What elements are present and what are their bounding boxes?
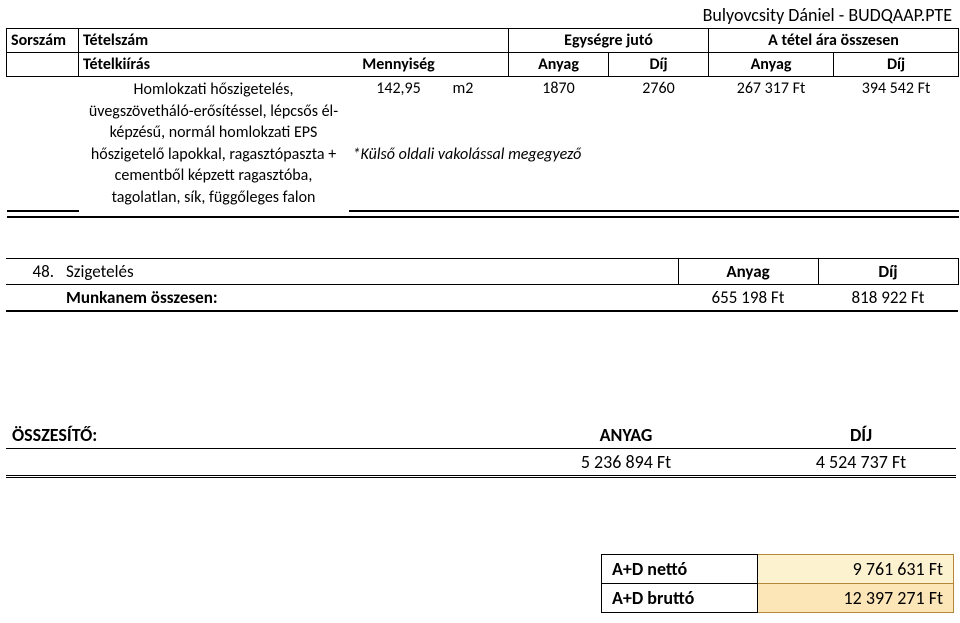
col-tetel-ara: A tétel ára összesen bbox=[709, 29, 959, 53]
osszesito-dij: 4 524 737 Ft bbox=[766, 448, 956, 476]
header-row-2: Tételkiírás Mennyiség Anyag Díj Anyag Dí… bbox=[7, 53, 959, 77]
item-unit-anyag: 1870 bbox=[509, 77, 609, 143]
item-total-dij: 394 542 Ft bbox=[834, 77, 959, 143]
col-sorszam: Sorszám bbox=[7, 29, 79, 53]
section-total-label: Munkanem összesen: bbox=[60, 284, 678, 311]
item-qty: 142,95 bbox=[349, 77, 449, 143]
section-total-anyag: 655 198 Ft bbox=[678, 284, 818, 311]
header-owner: Bulyovcsity Dániel - BUDQAAP.PTE bbox=[6, 4, 954, 28]
item-note: *Külső oldali vakolással megegyező bbox=[349, 143, 609, 211]
section-total-dij: 818 922 Ft bbox=[818, 284, 958, 311]
item-unit-dij: 2760 bbox=[609, 77, 709, 143]
osszesito-header: ÖSSZESÍTŐ: ANYAG DÍJ bbox=[6, 422, 956, 449]
header-row-1: Sorszám Tételszám Egységre jutó A tétel … bbox=[7, 29, 959, 53]
section-summary-table: 48. Szigetelés Anyag Díj Munkanem összes… bbox=[6, 258, 959, 312]
col-dij-2: Díj bbox=[834, 53, 959, 77]
col-anyag-2: Anyag bbox=[709, 53, 834, 77]
col-tetelkiiras: Tételkiírás bbox=[79, 53, 349, 77]
osszesito-col-anyag: ANYAG bbox=[526, 422, 726, 449]
totals-netto-value: 9 761 631 Ft bbox=[758, 555, 954, 584]
col-anyag-1: Anyag bbox=[509, 53, 609, 77]
section-num: 48. bbox=[6, 258, 60, 284]
totals-brutto-value: 12 397 271 Ft bbox=[758, 584, 954, 613]
section-col-dij: Díj bbox=[818, 258, 958, 284]
col-tetelszam: Tételszám bbox=[79, 29, 349, 53]
osszesito-values: 5 236 894 Ft 4 524 737 Ft bbox=[6, 448, 956, 476]
section-name: Szigetelés bbox=[60, 258, 678, 284]
item-description: Homlokzati hőszigetelés, üvegszövetháló-… bbox=[79, 77, 349, 211]
col-egysegre: Egységre jutó bbox=[509, 29, 709, 53]
osszesito-table: ÖSSZESÍTŐ: ANYAG DÍJ 5 236 894 Ft 4 524 … bbox=[6, 422, 956, 478]
col-mennyiseg: Mennyiség bbox=[349, 53, 449, 77]
totals-brutto-row: A+D bruttó 12 397 271 Ft bbox=[602, 584, 954, 613]
item-unit: m2 bbox=[449, 77, 509, 143]
totals-netto-label: A+D nettó bbox=[602, 555, 758, 584]
section-col-anyag: Anyag bbox=[678, 258, 818, 284]
col-dij-1: Díj bbox=[609, 53, 709, 77]
osszesito-anyag: 5 236 894 Ft bbox=[526, 448, 726, 476]
section-summary-total: Munkanem összesen: 655 198 Ft 818 922 Ft bbox=[6, 284, 958, 311]
page: Bulyovcsity Dániel - BUDQAAP.PTE Sorszám… bbox=[0, 0, 960, 623]
item-total-anyag: 267 317 Ft bbox=[709, 77, 834, 143]
totals-brutto-label: A+D bruttó bbox=[602, 584, 758, 613]
data-row-values: Homlokzati hőszigetelés, üvegszövetháló-… bbox=[7, 77, 959, 143]
main-table: Sorszám Tételszám Egységre jutó A tétel … bbox=[6, 28, 959, 218]
section-summary-header: 48. Szigetelés Anyag Díj bbox=[6, 258, 958, 284]
osszesito-title: ÖSSZESÍTŐ: bbox=[6, 422, 526, 449]
osszesito-col-dij: DÍJ bbox=[766, 422, 956, 449]
totals-block: A+D nettó 9 761 631 Ft A+D bruttó 12 397… bbox=[601, 554, 954, 613]
totals-netto-row: A+D nettó 9 761 631 Ft bbox=[602, 555, 954, 584]
